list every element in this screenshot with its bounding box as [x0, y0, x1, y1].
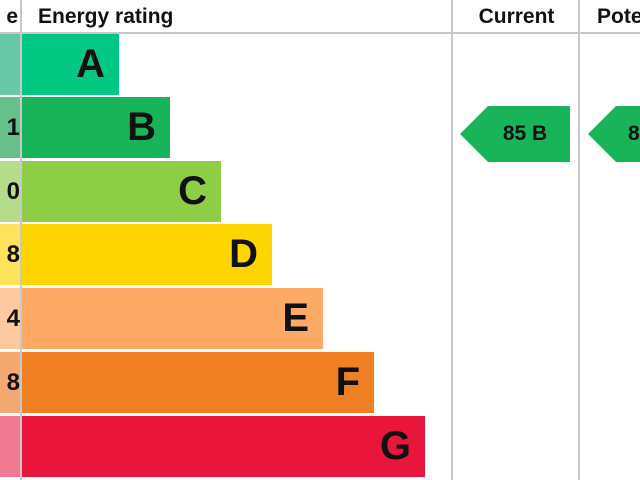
rating-bar-d: D [22, 224, 272, 285]
rating-letter: G [379, 424, 411, 468]
current-rating-label: 85 B [502, 122, 548, 145]
score-header: e [6, 5, 18, 28]
column-divider [578, 0, 580, 480]
rating-bar-a: A [22, 34, 119, 95]
column-divider [451, 0, 453, 480]
score-range-g [0, 416, 20, 477]
rating-bar-f: F [22, 352, 374, 413]
rating-letter: C [178, 169, 207, 213]
rating-letter: E [282, 296, 309, 340]
rating-letter: A [76, 42, 105, 86]
rating-bar-b: B [22, 97, 170, 158]
rating-letter: F [335, 360, 360, 404]
rating-bar-c: C [22, 161, 221, 222]
rating-bar-g: G [22, 416, 425, 477]
column-divider [20, 0, 22, 480]
score-range-d: 8 [0, 224, 20, 285]
potential-header: Pote [597, 5, 640, 28]
header-divider [0, 32, 640, 34]
score-range-a [0, 34, 20, 95]
current-header: Current [478, 5, 555, 28]
rating-letter: D [229, 232, 258, 276]
potential-rating-arrow: 8 [588, 106, 640, 162]
current-rating-arrow: 85 B [460, 106, 570, 162]
score-range-c: 0 [0, 161, 20, 222]
energy-rating-header: Energy rating [38, 5, 174, 28]
rating-letter: B [127, 105, 156, 149]
rating-bar-e: E [22, 288, 323, 349]
potential-rating-label: 8 [628, 122, 640, 145]
score-range-e: 4 [0, 288, 20, 349]
score-range-b: 1 [0, 97, 20, 158]
score-range-f: 8 [0, 352, 20, 413]
